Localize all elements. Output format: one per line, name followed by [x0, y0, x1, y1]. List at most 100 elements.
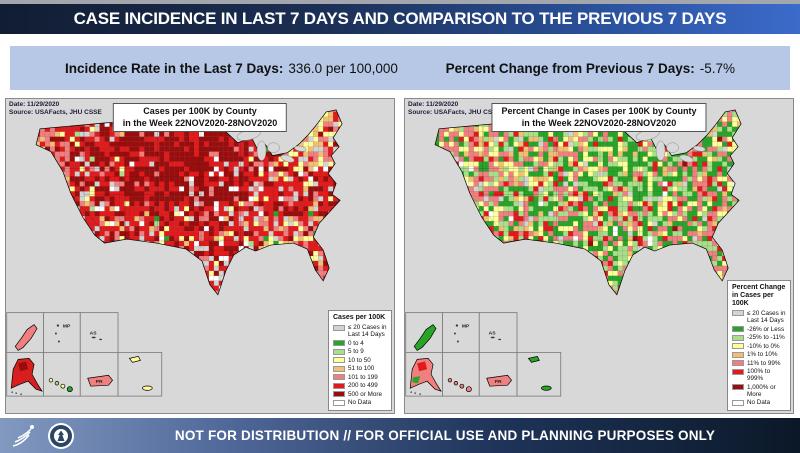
legend-entries: ≤ 20 Cases in Last 14 Days -26% or Less -2…	[732, 310, 787, 407]
legend-entry: No Data	[732, 399, 787, 406]
legend-entry: 11% to 99%	[732, 360, 787, 367]
legend-swatch	[333, 382, 345, 389]
map-date: Date: 11/29/2020	[9, 101, 60, 108]
legend-swatch	[333, 391, 345, 398]
map-title: Cases per 100K by County in the Week 22N…	[112, 103, 288, 133]
legend-label: 200 to 499	[348, 382, 378, 390]
legend-label: 100% to 999%	[747, 368, 771, 383]
legend-label: No Data	[348, 399, 372, 407]
legend-swatch	[333, 399, 345, 406]
guam-inset	[14, 324, 38, 351]
legend-label: -26% or Less	[747, 325, 785, 333]
legend-swatch	[333, 357, 345, 364]
dhs-seal-logo	[48, 422, 74, 449]
legend-entry: ≤ 20 Cases in Last 14 Days	[333, 324, 388, 338]
hhs-logo	[12, 424, 34, 447]
legend-swatch	[333, 324, 345, 331]
legend-entry: 101 to 199	[333, 374, 388, 381]
legend-label: 500 or More	[348, 390, 382, 398]
legend-entry: 5 to 9	[333, 348, 388, 355]
stats-strip: Incidence Rate in the Last 7 Days: 336.0 …	[10, 46, 790, 90]
footer-logos	[8, 421, 75, 450]
map-stamp: Date: 11/29/2020 Source: USAFacts, JHU C…	[9, 101, 102, 118]
legend-entry: -10% to 0%	[732, 343, 787, 350]
virgin-islands-inset	[527, 355, 540, 363]
mp-label: MP	[462, 324, 470, 330]
legend-label: 0 to 4	[348, 339, 364, 347]
map-stamp: Date: 11/29/2020 Source: USAFacts, JHU C…	[408, 101, 501, 118]
percent-change-stat-value: -5.7%	[699, 60, 735, 76]
legend-entry: ≤ 20 Cases in Last 14 Days	[732, 310, 787, 324]
percent-change-stat-label: Percent Change from Previous 7 Days:	[445, 60, 695, 76]
legend-entry: 1% to 10%	[732, 351, 787, 358]
legend-entry: 100% to 999%	[732, 368, 787, 382]
legend-swatch	[333, 365, 345, 372]
county-mosaic	[36, 109, 343, 295]
as-label: AS	[489, 331, 497, 337]
legend-label: 5 to 9	[348, 348, 364, 356]
pr-label: PR	[96, 379, 103, 385]
puerto-rico-inset	[486, 374, 513, 387]
incidence-stat: Incidence Rate in the Last 7 Days: 336.0 …	[65, 61, 398, 76]
title-banner: CASE INCIDENCE IN LAST 7 DAYS AND COMPAR…	[0, 4, 800, 34]
hawaii-inset	[447, 378, 453, 383]
legend-label: -10% to 0%	[747, 342, 780, 350]
footer-text: NOT FOR DISTRIBUTION // FOR OFFICIAL USE…	[174, 428, 716, 443]
legend-entry: 10 to 50	[333, 357, 388, 364]
legend-entry: 200 to 499	[333, 382, 388, 389]
territory-insets: MP AS PR	[6, 312, 163, 397]
legend-entry: No Data	[333, 399, 388, 406]
legend-label: 101 to 199	[348, 373, 378, 381]
page-title: CASE INCIDENCE IN LAST 7 DAYS AND COMPAR…	[73, 9, 727, 28]
legend-swatch	[333, 340, 345, 347]
virgin-islands-inset	[128, 355, 141, 363]
incidence-stat-value: 336.0 per 100,000	[288, 60, 398, 76]
legend-swatch	[732, 326, 744, 333]
hawaii-inset	[48, 378, 54, 383]
legend-label: ≤ 20 Cases in Last 14 Days	[747, 309, 786, 324]
percent-change-stat: Percent Change from Previous 7 Days: -5.7…	[446, 61, 735, 76]
legend-swatch	[732, 343, 744, 350]
legend-entry: 1,000% or More	[732, 384, 787, 398]
legend-entry: 0 to 4	[333, 340, 388, 347]
legend-swatch	[732, 384, 744, 391]
legend-swatch	[732, 310, 744, 317]
cases-legend: Cases per 100K ≤ 20 Cases in Last 14 Day…	[328, 309, 392, 411]
legend-title: Cases per 100K	[333, 313, 386, 321]
legend-swatch	[333, 374, 345, 381]
legend-title: Percent Change in Cases per 100K	[732, 283, 786, 307]
guam-inset	[413, 324, 437, 351]
legend-label: 1% to 10%	[747, 351, 778, 359]
legend-swatch	[732, 368, 744, 375]
pr-label: PR	[495, 379, 502, 385]
percent-change-legend: Percent Change in Cases per 100K ≤ 20 Case…	[727, 279, 791, 411]
footer-banner: NOT FOR DISTRIBUTION // FOR OFFICIAL USE…	[0, 418, 800, 453]
legend-label: -25% to -11%	[747, 334, 785, 342]
puerto-rico-inset	[87, 374, 114, 387]
cases-map-panel: Date: 11/29/2020 Source: USAFacts, JHU C…	[5, 98, 395, 414]
legend-label: ≤ 20 Cases in Last 14 Days	[348, 324, 387, 339]
legend-label: 1,000% or More	[747, 383, 776, 398]
map-source: Source: USAFacts, JHU CSSE	[9, 109, 102, 117]
as-label: AS	[90, 331, 98, 337]
legend-label: No Data	[747, 399, 771, 407]
legend-entry: 500 or More	[333, 391, 388, 398]
legend-entry: 51 to 100	[333, 365, 388, 372]
legend-entry: -25% to -11%	[732, 334, 787, 341]
legend-swatch	[732, 399, 744, 406]
map-title: Percent Change in Cases per 100K by Coun…	[491, 103, 707, 133]
legend-entry: -26% or Less	[732, 326, 787, 333]
legend-label: 11% to 99%	[747, 359, 781, 367]
state-borders	[450, 120, 640, 249]
state-borders	[51, 120, 241, 249]
mp-label: MP	[63, 324, 71, 330]
legend-label: 10 to 50	[348, 356, 371, 364]
territory-insets: MP AS PR	[405, 312, 562, 397]
legend-swatch	[732, 360, 744, 367]
percent-change-map-panel: Date: 11/29/2020 Source: USAFacts, JHU C…	[404, 98, 794, 414]
map-date: Date: 11/29/2020	[408, 101, 459, 108]
incidence-stat-label: Incidence Rate in the Last 7 Days:	[65, 60, 284, 76]
legend-swatch	[732, 351, 744, 358]
